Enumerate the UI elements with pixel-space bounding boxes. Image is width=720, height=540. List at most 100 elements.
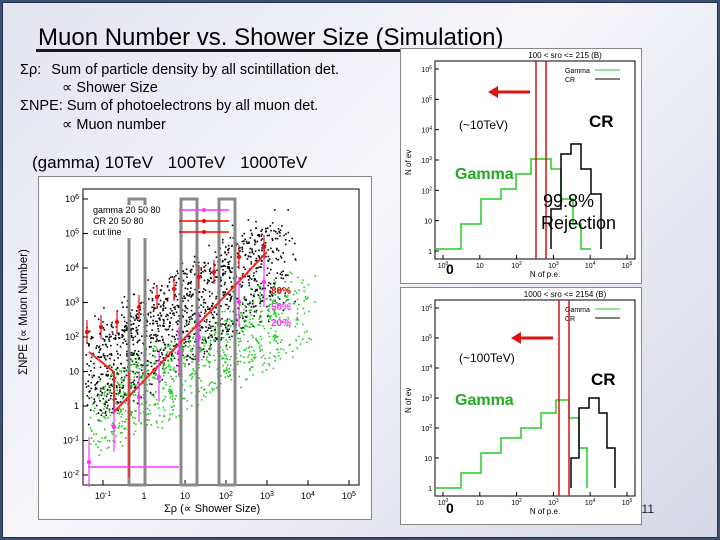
gamma-event-point — [238, 314, 241, 317]
gamma-event-point — [192, 344, 195, 347]
gamma-event-point — [141, 403, 143, 405]
gamma-event-point — [154, 402, 157, 405]
cr-event-point — [200, 267, 203, 269]
gamma-event-point — [135, 423, 137, 426]
cr-event-point — [228, 305, 230, 308]
cr-event-point — [260, 266, 262, 269]
gamma-event-point — [230, 355, 232, 358]
cr-event-point — [99, 356, 101, 359]
cr-event-point — [198, 299, 200, 301]
cr-event-point — [250, 229, 252, 232]
cr-event-point — [259, 300, 262, 303]
gamma-event-point — [161, 400, 164, 402]
cr-event-point — [152, 287, 155, 289]
gamma-event-point — [258, 318, 261, 320]
gamma-event-point — [191, 372, 194, 375]
cr-event-point — [110, 394, 112, 397]
cr-event-point — [184, 344, 187, 347]
gamma-event-point — [230, 319, 232, 322]
cr-event-point — [247, 303, 249, 305]
gamma-event-point — [288, 308, 291, 311]
cr-event-point — [173, 306, 175, 309]
gamma-event-point — [95, 433, 98, 436]
cr-event-point — [149, 316, 152, 318]
cr-event-point — [202, 348, 205, 350]
gamma-event-point — [104, 405, 106, 408]
gamma-event-point — [232, 320, 234, 323]
cr-event-point — [110, 392, 113, 395]
cr-event-point — [130, 328, 132, 330]
gamma-event-point — [249, 318, 251, 320]
gamma-event-point — [109, 364, 112, 367]
cr-event-point — [186, 355, 188, 358]
gamma-event-point — [110, 431, 113, 433]
energy-1000tev: 1000TeV — [240, 153, 308, 172]
cr-event-point — [175, 370, 177, 373]
gamma-event-point — [213, 330, 215, 332]
gamma-event-point — [298, 335, 300, 338]
cr-event-point — [223, 264, 225, 267]
gamma-event-point — [111, 424, 113, 427]
gamma-event-point — [242, 331, 244, 333]
cr-event-point — [93, 400, 96, 403]
page-number: 11 — [641, 502, 654, 516]
gamma-event-point — [146, 419, 149, 421]
cr-event-point — [230, 271, 233, 273]
gamma-event-point — [296, 298, 299, 301]
gamma-event-point — [268, 308, 270, 311]
gamma-event-point — [124, 392, 126, 394]
gamma-event-point — [147, 364, 149, 366]
cr-event-point — [245, 310, 248, 312]
cr-event-point — [170, 317, 173, 319]
cr-event-point — [279, 235, 281, 237]
cr-event-point — [122, 396, 125, 398]
cr-event-point — [151, 291, 153, 294]
cr-event-point — [106, 354, 109, 357]
cr-event-point — [159, 355, 161, 358]
cr-event-point — [253, 295, 255, 298]
gamma-event-point — [306, 296, 309, 299]
cr-event-point — [136, 313, 139, 315]
gamma-event-point — [209, 349, 212, 351]
cr-event-point — [183, 272, 185, 275]
cr-event-point — [136, 333, 139, 335]
cr-event-point — [274, 300, 277, 302]
x-tick-label: 105 — [622, 498, 633, 507]
gamma-event-point — [186, 400, 189, 402]
cr-event-point — [171, 309, 173, 312]
cr-event-point — [95, 404, 98, 407]
gamma-event-point — [158, 414, 161, 417]
cr-event-point — [256, 259, 258, 262]
gamma-event-point — [172, 368, 175, 371]
cr-event-point — [162, 322, 165, 325]
gamma-event-point — [97, 446, 100, 448]
gamma-event-point — [177, 337, 179, 340]
gamma-event-point — [174, 340, 176, 343]
gamma-event-point — [270, 327, 272, 330]
gamma-event-point — [252, 374, 254, 376]
cr-event-point — [159, 312, 162, 314]
cr-event-point — [254, 250, 257, 253]
cr-event-point — [99, 348, 102, 350]
cr-event-point — [215, 306, 217, 309]
cr-event-point — [182, 279, 185, 282]
gamma-event-point — [138, 367, 141, 370]
cr-event-point — [203, 312, 206, 315]
cr-event-point — [250, 306, 253, 308]
gamma-event-point — [268, 310, 270, 313]
gamma-event-point — [222, 351, 225, 354]
gamma-event-point — [225, 367, 228, 369]
gamma-event-point — [285, 296, 287, 298]
gamma-event-point — [145, 375, 148, 378]
cr-event-point — [239, 247, 241, 249]
cr-event-point — [107, 374, 110, 376]
cr-event-point — [182, 331, 185, 334]
cr-event-point — [239, 277, 241, 280]
cr-event-point — [116, 401, 119, 403]
cr-event-point — [166, 299, 169, 302]
cr-event-point — [87, 344, 90, 347]
gamma-event-point — [103, 392, 105, 395]
cr-event-point — [225, 246, 227, 248]
gamma-event-point — [92, 440, 95, 443]
cr-event-point — [270, 286, 272, 289]
